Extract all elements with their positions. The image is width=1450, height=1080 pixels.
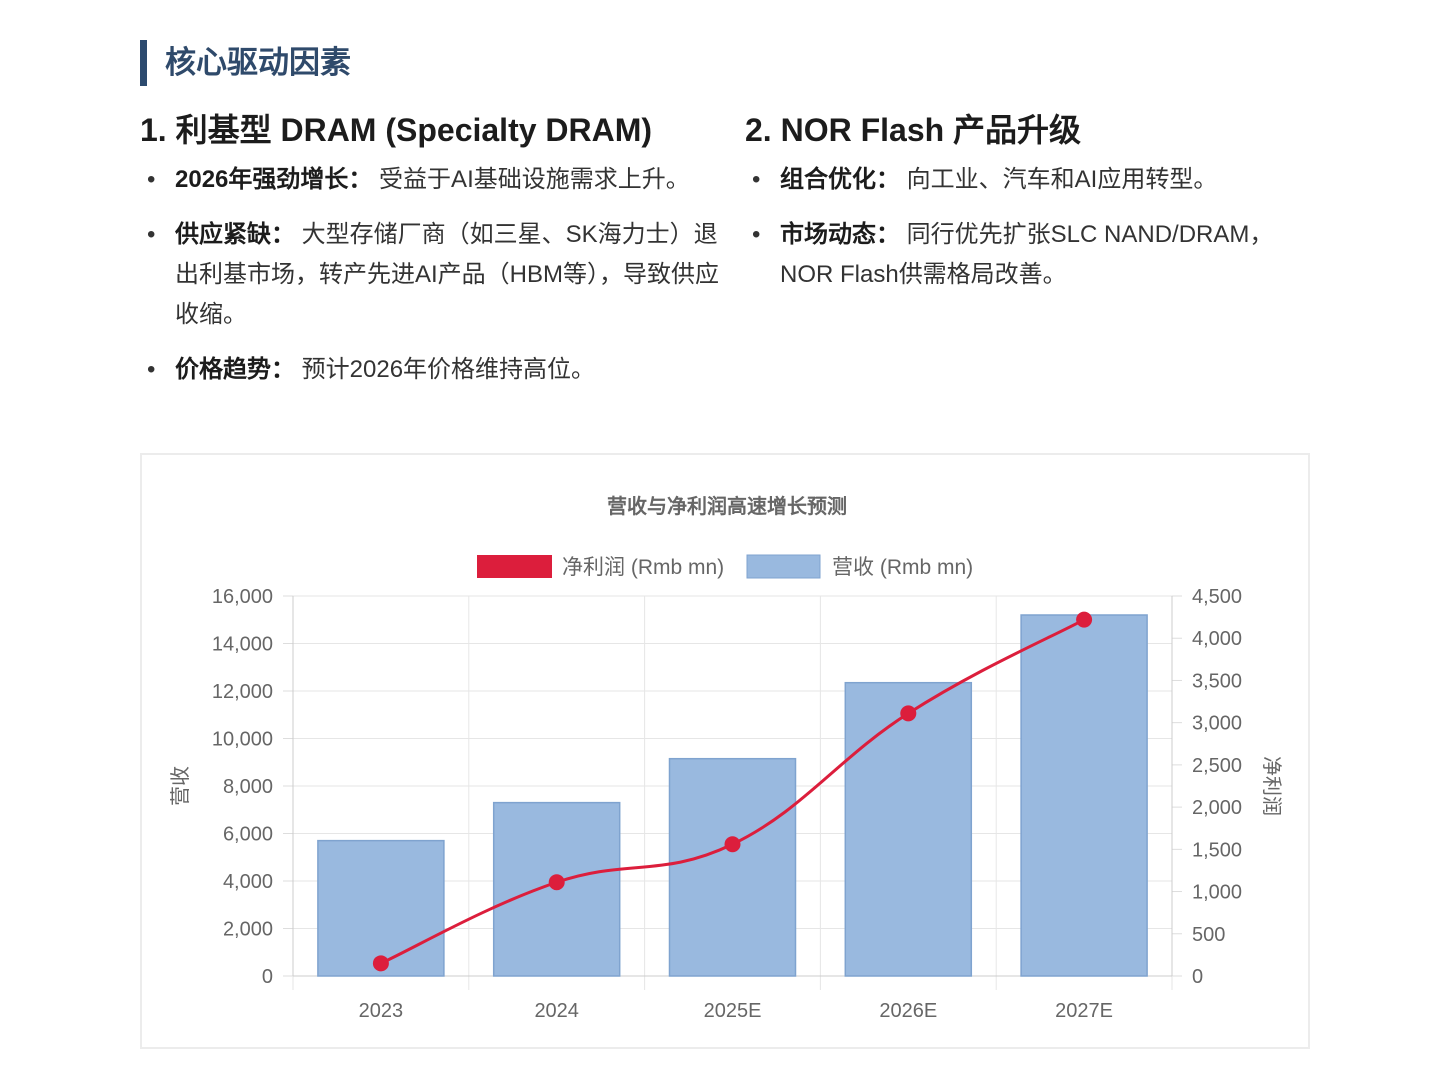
y2-tick-label: 3,500 bbox=[1192, 670, 1242, 692]
right-column: 2. NOR Flash 产品升级 组合优化： 向工业、汽车和AI应用转型。 市… bbox=[745, 108, 1315, 310]
x-tick-label: 2027E bbox=[1055, 1000, 1113, 1022]
nor-flash-heading: 2. NOR Flash 产品升级 bbox=[745, 112, 1082, 148]
bullet-item: 价格趋势： 预计2026年价格维持高位。 bbox=[147, 350, 720, 390]
y-tick-label: 4,000 bbox=[223, 871, 273, 893]
y2-tick-label: 4,500 bbox=[1192, 586, 1242, 608]
bullet-text: 同行优先扩张SLC NAND/DRAM，NOR Flash供需格局改善。 bbox=[780, 221, 1274, 288]
chart-title: 营收与净利润高速增长预测 bbox=[607, 494, 847, 518]
bullet-item: 组合优化： 向工业、汽车和AI应用转型。 bbox=[752, 160, 1315, 200]
net-profit-point bbox=[1076, 611, 1093, 628]
revenue-bar bbox=[317, 839, 445, 977]
x-tick-label: 2025E bbox=[704, 1000, 762, 1022]
bullet-label: 组合优化： bbox=[780, 166, 900, 193]
y-tick-label: 2,000 bbox=[223, 919, 273, 941]
y2-tick-label: 1,500 bbox=[1192, 839, 1242, 861]
legend-label-net-profit: 净利润 (Rmb mn) bbox=[562, 556, 724, 579]
left-column: 1. 利基型 DRAM (Specialty DRAM) 2026年强劲增长： … bbox=[140, 108, 720, 405]
chart-card: 营收与净利润高速增长预测净利润 (Rmb mn) 营收 (Rmb mn) 0 2,00… bbox=[140, 453, 1310, 1049]
y-tick-label: 14,000 bbox=[212, 634, 273, 656]
y2-tick-label: 500 bbox=[1192, 924, 1225, 946]
bullet-item: 市场动态： 同行优先扩张SLC NAND/DRAM，NOR Flash供需格局改… bbox=[752, 215, 1315, 295]
net-profit-point bbox=[724, 836, 741, 853]
y-tick-label: 8,000 bbox=[223, 776, 273, 798]
y-axis-title: 营收 bbox=[169, 766, 192, 806]
bullet-text: 受益于AI基础设施需求上升。 bbox=[372, 166, 690, 193]
revenue-bar bbox=[668, 757, 797, 977]
legend-swatch-net-profit bbox=[477, 555, 552, 578]
y2-tick-label: 2,000 bbox=[1192, 797, 1242, 819]
revenue-bar bbox=[492, 801, 621, 977]
bullet-label: 价格趋势： bbox=[175, 356, 295, 383]
legend-swatch-revenue bbox=[746, 554, 821, 579]
y2-tick-label: 2,500 bbox=[1192, 755, 1242, 777]
net-profit-point bbox=[372, 955, 389, 972]
y2-tick-label: 1,000 bbox=[1192, 882, 1242, 904]
y2-tick-label: 3,000 bbox=[1192, 713, 1242, 735]
bullet-label: 市场动态： bbox=[780, 221, 900, 248]
bullet-text: 预计2026年价格维持高位。 bbox=[295, 356, 596, 383]
bullet-text: 向工业、汽车和AI应用转型。 bbox=[900, 166, 1218, 193]
section-title: 核心驱动因素 bbox=[140, 40, 351, 86]
revenue-bar bbox=[844, 681, 973, 977]
bullet-item: 2026年强劲增长： 受益于AI基础设施需求上升。 bbox=[147, 160, 720, 200]
net-profit-point bbox=[548, 874, 565, 891]
x-tick-label: 2024 bbox=[534, 1000, 579, 1022]
y-tick-label: 16,000 bbox=[212, 586, 273, 608]
x-tick-label: 2026E bbox=[879, 1000, 937, 1022]
y2-tick-label: 4,000 bbox=[1192, 628, 1242, 650]
y-tick-label: 0 bbox=[262, 966, 273, 988]
legend-label-revenue: 营收 (Rmb mn) bbox=[832, 556, 973, 579]
y2-tick-label: 0 bbox=[1192, 966, 1203, 988]
revenue-bar bbox=[1020, 614, 1148, 977]
y-tick-label: 12,000 bbox=[212, 681, 273, 703]
x-tick-label: 2023 bbox=[359, 1000, 404, 1022]
y-tick-label: 6,000 bbox=[223, 824, 273, 846]
bullet-label: 供应紧缺： bbox=[175, 221, 295, 248]
y2-axis-title: 净利润 bbox=[1260, 756, 1283, 816]
y-tick-label: 10,000 bbox=[212, 729, 273, 751]
bullet-text: 大型存储厂商（如三星、SK海力士）退出利基市场，转产先进AI产品（HBM等），导… bbox=[175, 221, 720, 328]
bullet-item: 供应紧缺： 大型存储厂商（如三星、SK海力士）退出利基市场，转产先进AI产品（H… bbox=[147, 215, 720, 335]
bullet-label: 2026年强劲增长： bbox=[175, 166, 373, 193]
specialty-dram-heading: 1. 利基型 DRAM (Specialty DRAM) bbox=[140, 112, 653, 148]
net-profit-point bbox=[900, 705, 917, 722]
